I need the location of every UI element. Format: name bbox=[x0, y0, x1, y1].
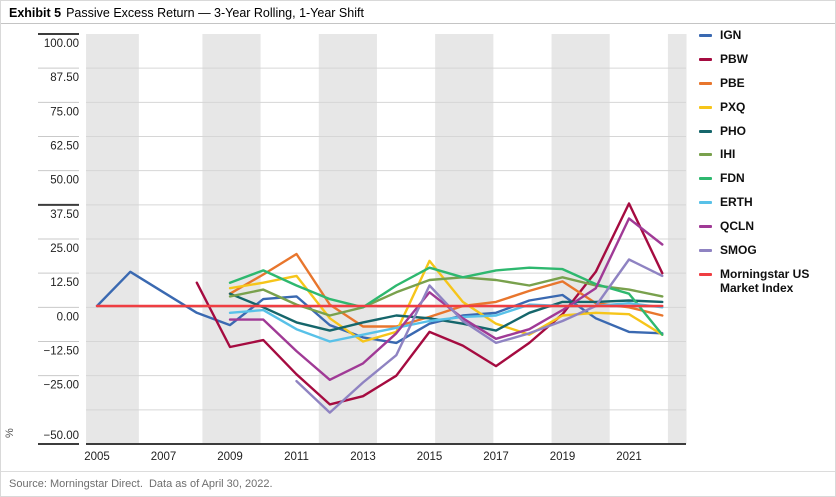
legend-label: SMOG bbox=[720, 243, 757, 258]
y-tick-label: 100.00 bbox=[44, 38, 79, 50]
x-tick-label: 2009 bbox=[217, 451, 243, 463]
x-tick-label: 2015 bbox=[417, 451, 443, 463]
legend-label: PHO bbox=[720, 123, 747, 138]
legend-item-fdn: FDN bbox=[699, 171, 833, 185]
series-line-pbe bbox=[228, 252, 664, 328]
legend-swatch bbox=[699, 57, 712, 61]
series-line-pbw bbox=[195, 202, 664, 406]
y-tick-label: 12.50 bbox=[50, 277, 79, 289]
legend-label: PBE bbox=[720, 75, 745, 90]
x-tick-label: 2021 bbox=[616, 451, 642, 463]
legend-label: IGN bbox=[720, 28, 742, 42]
legend-item-pxq: PXQ bbox=[699, 100, 833, 114]
series-line-smog bbox=[295, 258, 664, 414]
legend-swatch bbox=[699, 153, 712, 157]
legend-item-qcln: QCLN bbox=[699, 219, 833, 233]
y-tick-label: −50.00 bbox=[44, 430, 80, 442]
y-axis-unit-label: % bbox=[4, 428, 16, 438]
page-title: Exhibit 5 Passive Excess Return — 3-Year … bbox=[9, 6, 364, 20]
series-line-pxq bbox=[228, 259, 664, 343]
x-tick-label: 2019 bbox=[550, 451, 576, 463]
chart-legend: IGN PBW PBE PXQ PHO IHI FDN ERTH QCLN SMOG Morning… bbox=[699, 28, 833, 296]
x-tick-label: 2017 bbox=[483, 451, 509, 463]
y-tick-label: −25.00 bbox=[44, 380, 80, 392]
y-tick-label: 75.00 bbox=[50, 106, 79, 118]
legend-swatch bbox=[699, 249, 712, 253]
legend-swatch bbox=[699, 81, 712, 85]
y-tick-label: −12.50 bbox=[44, 346, 80, 358]
legend-item-smog: SMOG bbox=[699, 243, 833, 257]
legend-item-erth: ERTH bbox=[699, 195, 833, 209]
source-note: Source: Morningstar Direct. Data as of A… bbox=[9, 478, 273, 490]
y-tick-label: 87.50 bbox=[50, 72, 79, 84]
legend-label: Morningstar US Market Index bbox=[720, 266, 810, 296]
series-line-ign bbox=[95, 270, 664, 345]
legend-item-pho: PHO bbox=[699, 124, 833, 138]
series-line-fdn bbox=[228, 266, 664, 336]
legend-label: PXQ bbox=[720, 99, 746, 114]
legend-swatch bbox=[699, 105, 712, 109]
legend-swatch bbox=[699, 34, 712, 37]
y-tick-label: 37.50 bbox=[50, 209, 79, 221]
x-tick-label: 2013 bbox=[350, 451, 376, 463]
legend-swatch bbox=[699, 177, 712, 181]
title-divider bbox=[1, 23, 835, 24]
y-tick-label: 62.50 bbox=[50, 141, 79, 153]
legend-item-ign: IGN bbox=[699, 28, 833, 42]
legend-label: PBW bbox=[720, 51, 748, 66]
legend-swatch bbox=[699, 272, 712, 276]
legend-item-morningstar: Morningstar US Market Index bbox=[699, 267, 833, 296]
legend-item-pbw: PBW bbox=[699, 52, 833, 66]
exhibit-label: Exhibit 5 bbox=[9, 6, 62, 20]
footer-divider bbox=[1, 471, 835, 472]
chart-title: Passive Excess Return — 3-Year Rolling, … bbox=[66, 6, 364, 20]
x-tick-label: 2005 bbox=[84, 451, 110, 463]
legend-swatch bbox=[699, 225, 712, 229]
x-tick-label: 2011 bbox=[284, 451, 309, 463]
legend-label: QCLN bbox=[720, 219, 754, 234]
legend-item-pbe: PBE bbox=[699, 76, 833, 90]
y-tick-label: 50.00 bbox=[50, 175, 79, 187]
legend-label: FDN bbox=[720, 171, 745, 186]
legend-swatch bbox=[699, 129, 712, 133]
excess-return-line-chart: 100.00 87.50 75.00 62.50 50.00 37.50 25.00 12.5… bbox=[4, 33, 687, 463]
y-tick-label: 25.00 bbox=[50, 243, 79, 255]
series-line-pho bbox=[228, 292, 664, 332]
legend-swatch bbox=[699, 201, 712, 205]
x-tick-label: 2007 bbox=[151, 451, 177, 463]
y-tick-label: 0.00 bbox=[57, 311, 79, 323]
legend-label: ERTH bbox=[720, 195, 753, 210]
legend-label: IHI bbox=[720, 147, 736, 162]
legend-item-ihi: IHI bbox=[699, 147, 833, 161]
